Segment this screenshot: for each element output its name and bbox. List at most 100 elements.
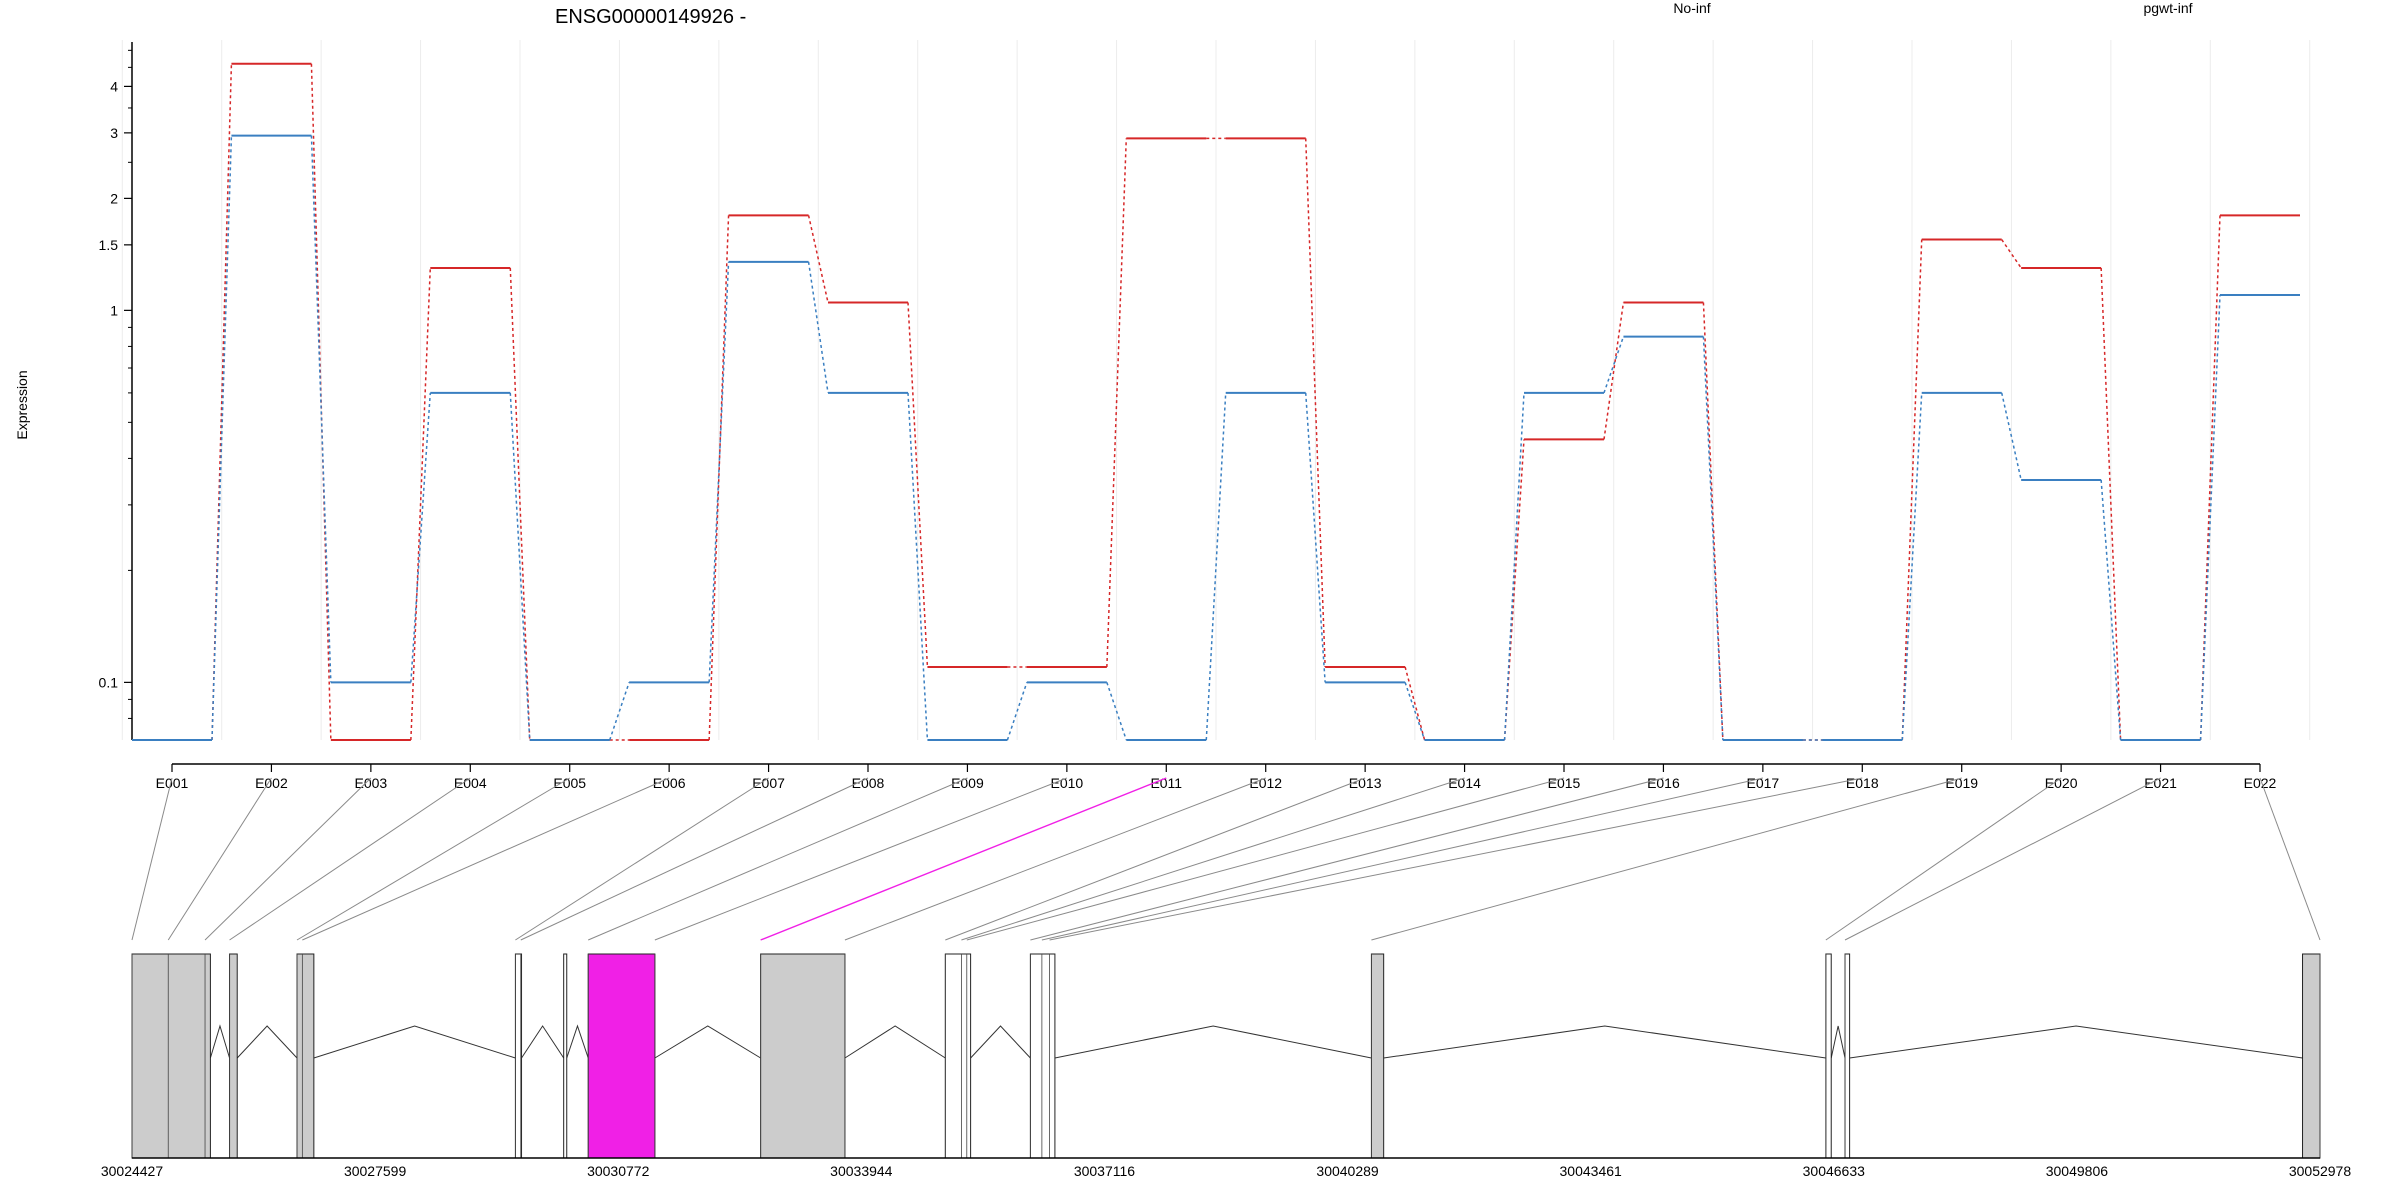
x-tick-label-e012: E012 <box>1249 775 1282 791</box>
series-connector <box>609 682 630 741</box>
series-connector <box>2000 392 2022 481</box>
gene-model: 30024427 30027599 30030772 30033944 30037116… <box>101 953 2352 1179</box>
x-tick-label-e001: E001 <box>156 775 189 791</box>
connector-e011 <box>760 777 1167 941</box>
series-connector <box>1106 138 1128 668</box>
x-tick-label-e016: E016 <box>1647 775 1680 791</box>
connector-e017 <box>1041 777 1763 941</box>
series-connector <box>410 267 432 741</box>
intron <box>521 1025 565 1059</box>
axes: 0.1 1 1.5 2 3 4 E001 E002 E003 E004 E005 E006 E007 E0… <box>99 42 2277 791</box>
x-tick-label-e015: E015 <box>1548 775 1581 791</box>
coordinate-label: 30046633 <box>1803 1163 1866 1179</box>
connector-e001 <box>131 777 173 941</box>
x-tick-label-e014: E014 <box>1448 775 1481 791</box>
coordinate-label: 30052978 <box>2289 1163 2352 1179</box>
series-connector <box>1603 302 1625 440</box>
connector-e002 <box>167 777 272 941</box>
exon-box <box>1844 953 1851 1159</box>
series-connector <box>1901 392 1923 741</box>
intron <box>654 1025 761 1059</box>
series-connector <box>907 392 929 741</box>
series-connector <box>1404 666 1426 741</box>
gridlines <box>121 40 2311 740</box>
y-axis-label: Expression <box>14 370 30 439</box>
exon-box <box>296 953 315 1159</box>
legend-entry-no-inf: No-inf <box>1673 0 1710 16</box>
series-connector <box>1205 392 1227 741</box>
series-lines <box>132 62 2300 741</box>
x-tick-label-e007: E007 <box>752 775 785 791</box>
connector-e012 <box>844 777 1266 941</box>
connector-e006 <box>302 777 670 941</box>
coordinate-label: 30027599 <box>344 1163 407 1179</box>
x-tick-label-e022: E022 <box>2244 775 2277 791</box>
exon-box <box>1825 953 1832 1159</box>
exon-connectors <box>131 777 2321 941</box>
exon-box <box>229 953 238 1159</box>
connector-e020 <box>1825 777 2062 941</box>
intron <box>236 1025 298 1059</box>
series-connector <box>1702 336 1724 741</box>
x-tick-label-e009: E009 <box>951 775 984 791</box>
connector-e010 <box>654 777 1068 941</box>
x-tick-label-e008: E008 <box>852 775 885 791</box>
series-connector <box>2100 267 2122 741</box>
series-connector <box>310 135 332 683</box>
connector-e022 <box>2259 777 2321 941</box>
exon-box <box>563 953 568 1159</box>
connector-e014 <box>961 777 1465 941</box>
series-connector <box>211 135 233 741</box>
series-connector <box>2199 294 2221 741</box>
coordinate-label: 30024427 <box>101 1163 164 1179</box>
series-connector <box>211 63 233 741</box>
x-tick-label-e021: E021 <box>2144 775 2177 791</box>
intron <box>566 1024 589 1059</box>
x-tick-label-e006: E006 <box>653 775 686 791</box>
series-connector <box>2100 479 2122 741</box>
series-connector <box>1404 682 1426 741</box>
series-connector <box>1702 302 1724 741</box>
exon-box <box>1370 953 1385 1159</box>
x-tick-label-e002: E002 <box>255 775 288 791</box>
connector-e018 <box>1049 777 1863 941</box>
series-connector <box>807 261 829 394</box>
y-tick-label: 2 <box>110 190 118 206</box>
exon-box-highlighted <box>587 953 656 1159</box>
connector-e008 <box>520 777 869 941</box>
x-tick-label-e013: E013 <box>1349 775 1382 791</box>
series-connector <box>1106 682 1127 741</box>
intron <box>1830 1025 1846 1059</box>
series-connector <box>1304 392 1326 683</box>
y-tick-label: 0.1 <box>99 674 119 690</box>
y-tick-label: 4 <box>110 78 118 94</box>
series-connector <box>708 261 730 683</box>
coordinate-label: 30037116 <box>1074 1163 1135 1179</box>
exon-box <box>1029 953 1056 1159</box>
intron <box>1383 1025 1826 1059</box>
x-tick-label-e011: E011 <box>1150 775 1182 791</box>
connector-e019 <box>1371 777 1962 941</box>
x-tick-label-e003: E003 <box>355 775 388 791</box>
chart-title: ENSG00000149926 - <box>555 6 746 28</box>
intron <box>970 1025 1031 1059</box>
connector-e007 <box>515 777 769 941</box>
x-tick-label-e020: E020 <box>2045 775 2078 791</box>
series-connector <box>1304 138 1326 668</box>
connector-e003 <box>204 777 372 941</box>
connector-e004 <box>229 777 471 941</box>
legend-entry-pgwt-inf: pgwt-inf <box>2143 0 2192 16</box>
series-connector <box>1603 336 1625 394</box>
coordinate-label: 30040289 <box>1316 1163 1379 1179</box>
series-connector <box>907 302 929 668</box>
series-connector <box>509 267 531 741</box>
y-tick-label: 3 <box>110 125 118 141</box>
series-connector <box>1006 682 1028 741</box>
connector-e009 <box>588 777 968 941</box>
x-tick-label-e004: E004 <box>454 775 487 791</box>
coordinate-label: 30030772 <box>587 1163 650 1179</box>
exon-box <box>2302 953 2321 1159</box>
connector-e013 <box>945 777 1366 941</box>
series-connector <box>1503 392 1525 741</box>
